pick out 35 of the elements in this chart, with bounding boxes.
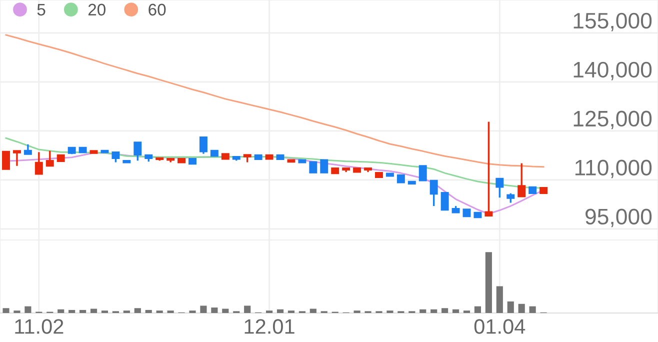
bar [310, 308, 316, 313]
bar [90, 308, 98, 313]
bar [80, 310, 86, 313]
bar [244, 306, 251, 313]
bar [496, 286, 503, 313]
bar [211, 308, 218, 313]
bar [24, 306, 32, 313]
bar [474, 306, 481, 313]
bar [222, 308, 229, 313]
y-tick-label: 125,000 [574, 110, 652, 130]
bar [485, 252, 492, 313]
y-tick-label: 155,000 [574, 12, 652, 32]
bar [134, 308, 141, 313]
x-tick-label: 01.04 [474, 319, 526, 334]
bar [442, 308, 448, 313]
bar [68, 310, 76, 313]
bar [430, 309, 438, 313]
bar [276, 309, 284, 313]
bar [420, 309, 426, 313]
bar [58, 309, 64, 313]
legend-label: 20 [88, 4, 106, 16]
bar [2, 308, 10, 313]
legend-label: 60 [148, 4, 166, 16]
legend-label: 5 [37, 4, 46, 16]
y-tick-label: 95,000 [586, 208, 652, 228]
bar [200, 306, 207, 313]
bar [452, 309, 460, 313]
y-tick-label: 140,000 [574, 62, 652, 80]
y-tick-label: 110,000 [575, 160, 652, 178]
bar [518, 304, 525, 313]
bar [507, 301, 514, 313]
bar [145, 310, 152, 313]
bar [529, 306, 536, 313]
x-tick-label: 12.01 [244, 319, 294, 334]
x-tick-label: 11.02 [15, 319, 64, 334]
